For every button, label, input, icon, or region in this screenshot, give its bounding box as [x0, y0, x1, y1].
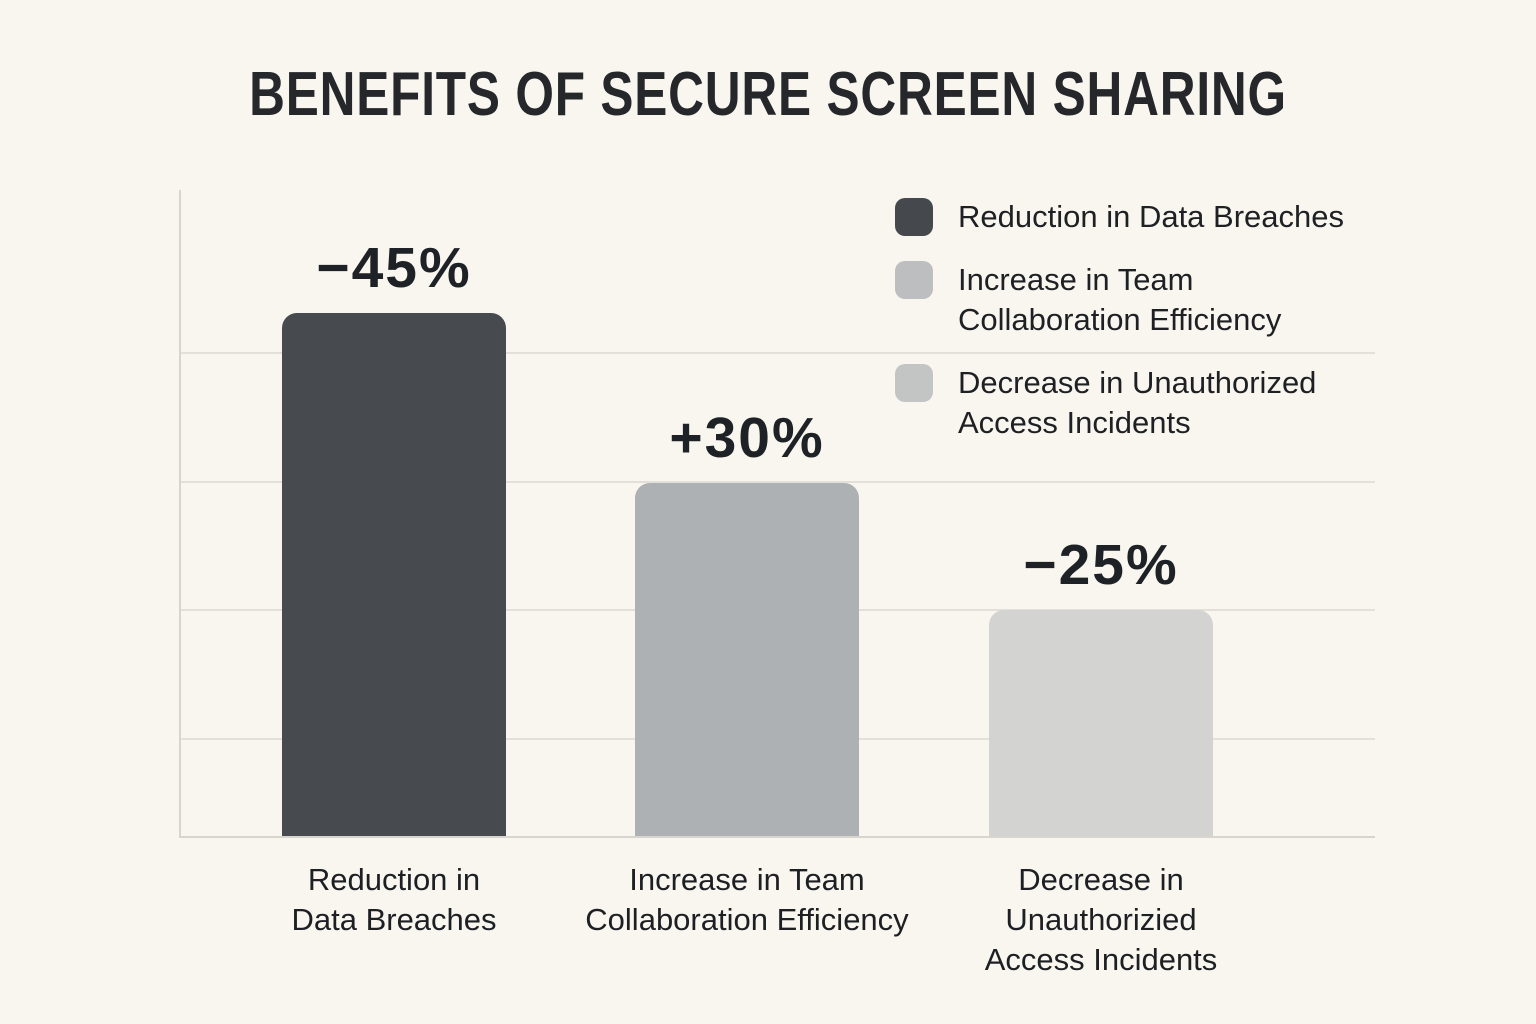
x-axis-label-line: Reduction in — [307, 862, 481, 897]
x-axis-label-line: Increase in Team — [629, 862, 865, 897]
legend-item-unauthorized-access-incidents: Decrease in Unauthorized Access Incident… — [895, 363, 1344, 443]
legend-label-line: Collaboration Efficiency — [958, 302, 1282, 337]
legend-label-team-collaboration-efficiency: Increase in Team Collaboration Efficienc… — [958, 260, 1281, 340]
x-axis-label-line: Collaboration Efficiency — [585, 902, 909, 937]
plot-area: −45% +30% −25% Reduction in Data Breache… — [179, 190, 1375, 977]
legend-label-line: Access Incidents — [958, 405, 1191, 440]
value-label-unauthorized-access-incidents: −25% — [1023, 533, 1179, 597]
bar-team-collaboration-efficiency — [635, 483, 859, 836]
gridline-2 — [181, 481, 1375, 483]
legend-label-reduction-in-data-breaches: Reduction in Data Breaches — [958, 197, 1344, 237]
chart-title: BENEFITS OF SECURE SCREEN SHARING — [249, 60, 1287, 129]
x-axis-label-line: Unauthorizied — [1005, 902, 1197, 937]
legend-item-team-collaboration-efficiency: Increase in Team Collaboration Efficienc… — [895, 260, 1344, 340]
legend-label-line: Reduction in Data Breaches — [958, 199, 1345, 234]
bar-reduction-in-data-breaches — [282, 313, 506, 836]
x-axis-label-line: Data Breaches — [291, 902, 497, 937]
legend-swatch-light-gray-icon — [895, 364, 933, 402]
x-axis-label-team-collaboration-efficiency: Increase in Team Collaboration Efficienc… — [547, 860, 947, 940]
legend-swatch-dark-icon — [895, 198, 933, 236]
x-axis-label-reduction-in-data-breaches: Reduction in Data Breaches — [194, 860, 594, 940]
legend-label-unauthorized-access-incidents: Decrease in Unauthorized Access Incident… — [958, 363, 1316, 443]
bar-unauthorized-access-incidents — [989, 610, 1213, 836]
x-axis-label-line: Decrease in — [1018, 862, 1184, 897]
legend-swatch-gray-icon — [895, 261, 933, 299]
x-axis-label-unauthorized-access-incidents: Decrease in Unauthorizied Access Inciden… — [901, 860, 1301, 980]
x-axis-label-line: Access Incidents — [984, 942, 1218, 977]
legend-item-reduction-in-data-breaches: Reduction in Data Breaches — [895, 197, 1344, 237]
legend-label-line: Decrease in Unauthorized — [958, 365, 1317, 400]
bar-group-reduction-in-data-breaches: −45% — [282, 190, 506, 836]
value-label-reduction-in-data-breaches: −45% — [316, 236, 472, 300]
legend-label-line: Increase in Team — [958, 262, 1194, 297]
bar-group-unauthorized-access-incidents: −25% — [989, 190, 1213, 836]
gridline-1 — [181, 352, 1375, 354]
bar-group-team-collaboration-efficiency: +30% — [635, 190, 859, 836]
value-label-team-collaboration-efficiency: +30% — [669, 406, 825, 470]
legend: Reduction in Data Breaches Increase in T… — [895, 197, 1344, 466]
